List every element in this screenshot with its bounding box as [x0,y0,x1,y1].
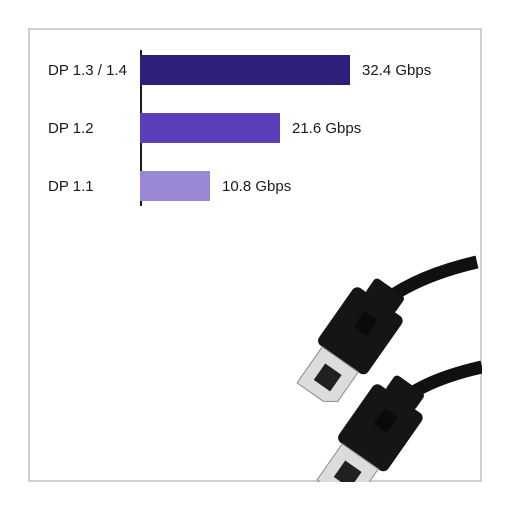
bar-fill [140,171,210,201]
bar-row: DP 1.3 / 1.4 32.4 Gbps [48,55,462,85]
bar-container: 10.8 Gbps [140,171,462,201]
bar-row: DP 1.1 10.8 Gbps [48,171,462,201]
bar-value: 32.4 Gbps [362,62,431,79]
bar-container: 21.6 Gbps [140,113,462,143]
bandwidth-bar-chart: DP 1.3 / 1.432.4 GbpsDP 1.221.6 GbpsDP 1… [48,55,462,201]
bar-fill [140,113,280,143]
bar-label: DP 1.3 / 1.4 [48,62,140,79]
chart-frame: DP 1.3 / 1.432.4 GbpsDP 1.221.6 GbpsDP 1… [28,28,482,482]
bar-value: 21.6 Gbps [292,120,361,137]
bar-fill [140,55,350,85]
bar-label: DP 1.2 [48,120,140,137]
bar-container: 32.4 Gbps [140,55,462,85]
bar-value: 10.8 Gbps [222,178,291,195]
bar-row: DP 1.2 21.6 Gbps [48,113,462,143]
displayport-cable-icon [202,202,482,482]
bar-label: DP 1.1 [48,178,140,195]
